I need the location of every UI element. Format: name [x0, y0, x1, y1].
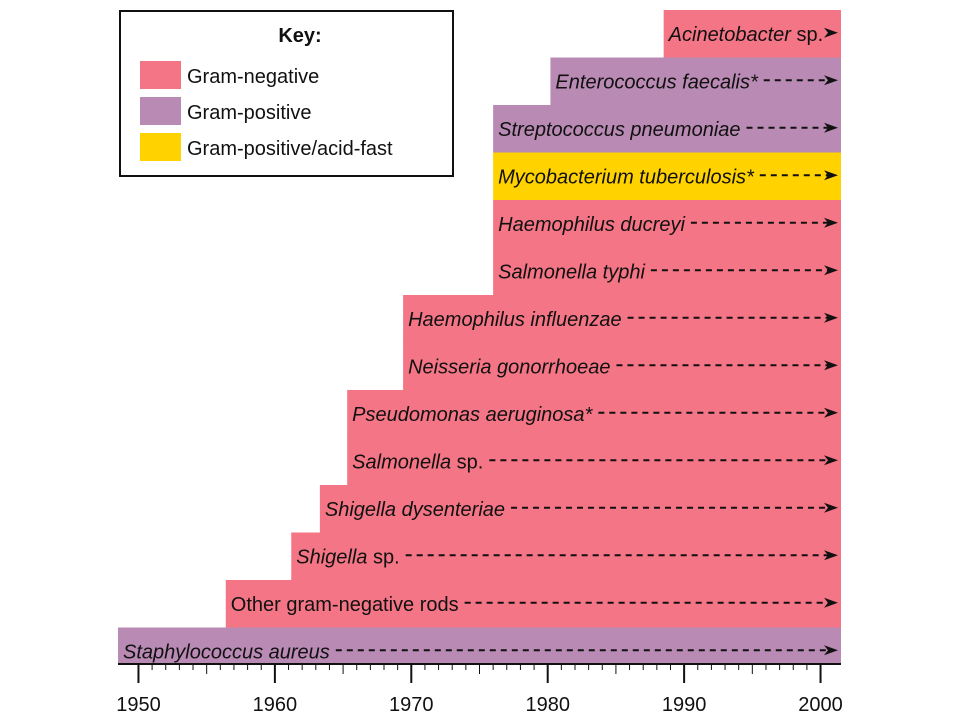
x-tick-label-2: 1970 — [389, 694, 434, 716]
x-tick-label-1: 1960 — [253, 694, 298, 716]
bar-label-12: Other gram-negative rods — [231, 594, 459, 616]
bar-label-2: Streptococcus pneumoniae — [498, 119, 740, 141]
x-axis: 1950 1960 1970 1980 1990 2000 — [116, 663, 843, 716]
legend-label-2: Gram-positive/acid-fast — [187, 138, 393, 160]
arrow-head-7 — [824, 360, 838, 371]
bar-2 — [493, 105, 841, 153]
bar-label-13: Staphylococcus aureus — [123, 641, 330, 663]
legend-swatch-0 — [140, 61, 181, 89]
bar-10 — [319, 485, 841, 533]
arrow-head-0 — [824, 27, 838, 38]
arrow-head-4 — [824, 217, 838, 228]
arrow-head-10 — [824, 502, 838, 513]
bar-label-10: Shigella dysenteriae — [325, 499, 505, 521]
arrow-head-3 — [824, 170, 838, 181]
bar-8 — [347, 390, 841, 438]
bar-label-3: Mycobacterium tuberculosis* — [498, 166, 755, 188]
bar-label-9: Salmonella sp. — [352, 451, 483, 473]
bar-label-6: Haemophilus influenzae — [408, 309, 621, 331]
bar-label-11: Shigella sp. — [296, 546, 399, 568]
bar-13 — [118, 627, 841, 664]
bar-6 — [403, 295, 841, 343]
bar-label-7: Neisseria gonorrhoeae — [408, 356, 610, 378]
bar-label-0: Acinetobacter sp. — [668, 24, 824, 46]
legend-swatch-1 — [140, 97, 181, 125]
arrow-head-11 — [824, 550, 838, 561]
bar-11 — [291, 532, 841, 581]
x-tick-label-0: 1950 — [116, 694, 161, 716]
bar-label-8: Pseudomonas aeruginosa* — [352, 404, 593, 426]
bar-1 — [550, 57, 841, 106]
arrow-head-1 — [824, 75, 838, 86]
bar-0 — [663, 10, 841, 58]
legend-label-1: Gram-positive — [187, 102, 311, 124]
x-tick-label-5: 2000 — [798, 694, 843, 716]
bar-7 — [403, 342, 841, 391]
arrow-head-8 — [824, 407, 838, 418]
arrow-head-12 — [824, 597, 838, 608]
arrow-head-5 — [824, 265, 838, 276]
bar-label-4: Haemophilus ducreyi — [498, 214, 685, 236]
legend-label-0: Gram-negative — [187, 66, 319, 88]
arrow-head-13 — [824, 645, 838, 656]
bar-9 — [347, 437, 841, 486]
x-tick-label-3: 1980 — [525, 694, 570, 716]
arrow-head-2 — [824, 122, 838, 133]
bar-3 — [493, 152, 841, 201]
arrow-head-9 — [824, 455, 838, 466]
legend-swatch-2 — [140, 133, 181, 161]
legend-title: Key: — [278, 25, 321, 47]
bars-layer: Acinetobacter sp. Enterococcus faecalis* S… — [118, 10, 841, 664]
legend: Key: Gram-negative Gram-positive Gram-posit… — [119, 10, 454, 177]
arrow-head-6 — [824, 312, 838, 323]
x-tick-label-4: 1990 — [662, 694, 707, 716]
bar-4 — [493, 200, 841, 248]
bar-label-1: Enterococcus faecalis* — [555, 71, 759, 93]
bar-12 — [225, 580, 841, 628]
bar-label-5: Salmonella typhi — [498, 261, 645, 283]
bar-5 — [493, 247, 841, 296]
